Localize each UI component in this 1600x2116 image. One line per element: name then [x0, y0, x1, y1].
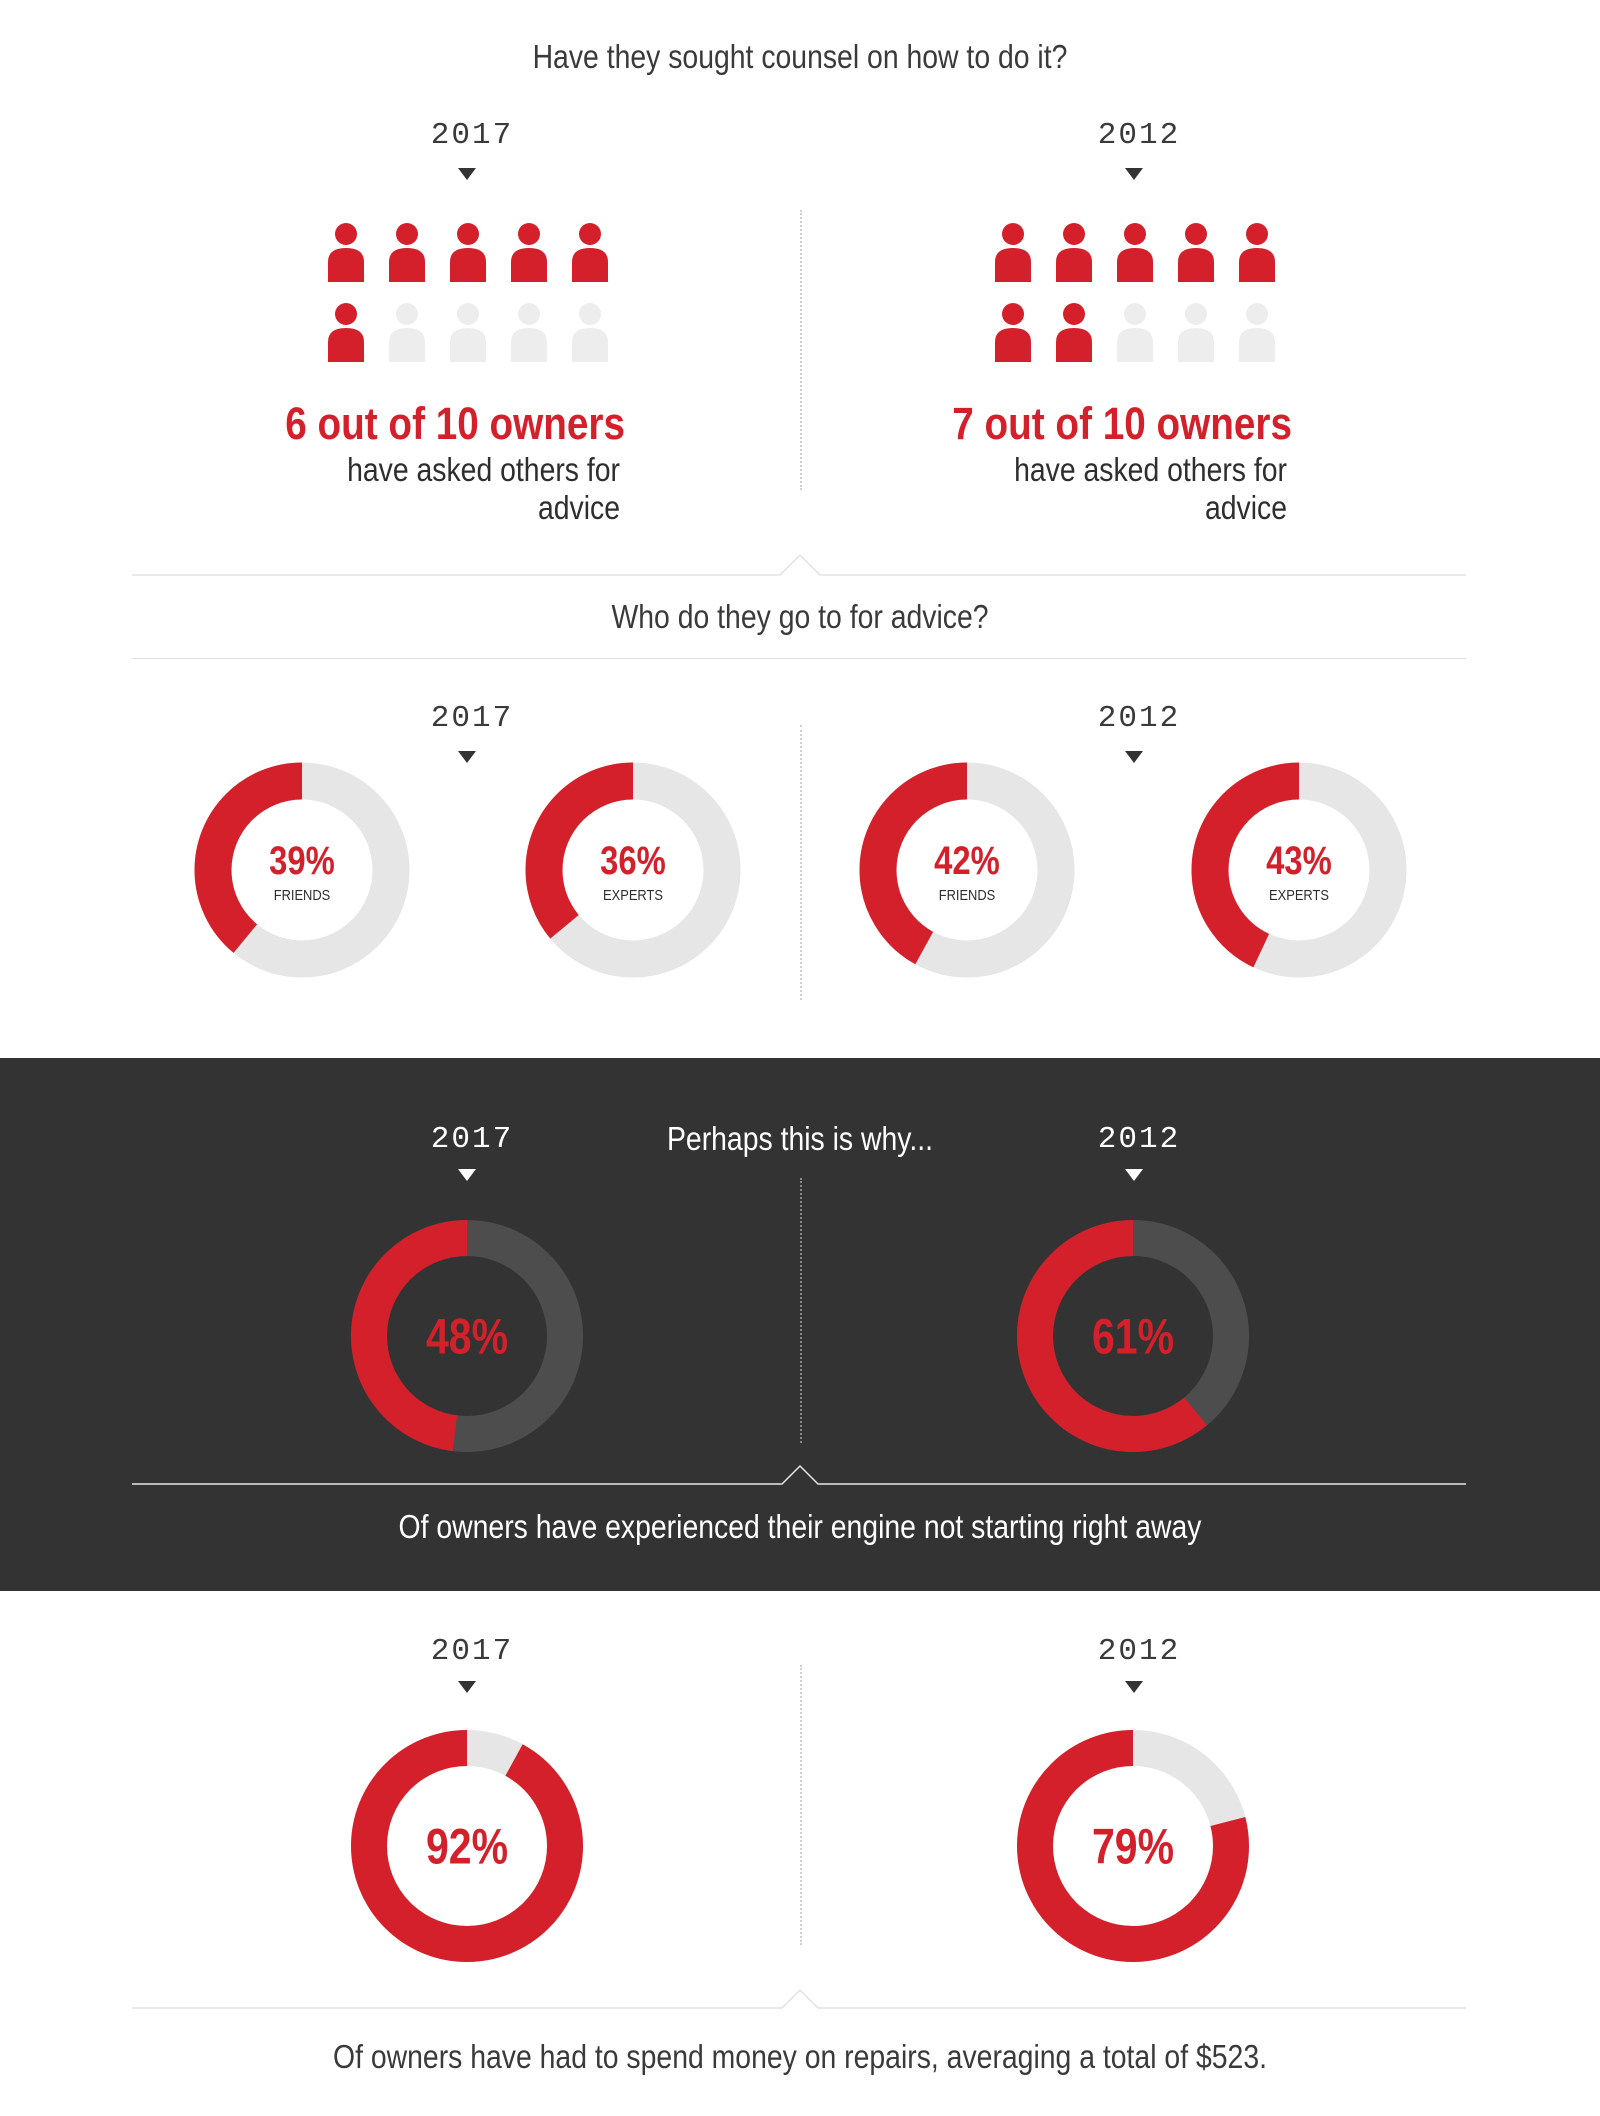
person-icon — [995, 223, 1031, 282]
person-icon — [1178, 303, 1214, 362]
person-icon-grid-2017 — [328, 223, 608, 362]
stat-description-2017: have asked others for advice — [347, 451, 620, 526]
donut-engine-2012: 61% — [1017, 1220, 1249, 1452]
person-icon-grid-2012 — [995, 223, 1275, 362]
donut-value-arc — [859, 762, 1075, 978]
donut-category-label: FRIENDS — [274, 886, 331, 903]
counsel-question: Have they sought counsel on how to do it… — [532, 38, 1068, 75]
person-icon — [328, 223, 364, 282]
person-icon — [572, 303, 608, 362]
donut-value-arc — [1017, 1220, 1249, 1452]
pointer-triangle — [1125, 168, 1143, 180]
person-icon — [572, 223, 608, 282]
donut-value-label: 42% — [934, 838, 1000, 883]
pointer-triangle — [458, 1681, 476, 1693]
stat-headline-2012: 7 out of 10 owners — [952, 398, 1292, 449]
year-label-2017: 2017 — [430, 1634, 514, 1669]
person-icon — [1056, 223, 1092, 282]
person-icon — [450, 223, 486, 282]
person-icon — [1056, 303, 1092, 362]
donut-repairs-2017: 92% — [351, 1730, 583, 1962]
person-icon — [1239, 223, 1275, 282]
donut-value-arc — [1017, 1730, 1249, 1962]
donut-value-label: 36% — [600, 838, 666, 883]
year-label-2012: 2012 — [1097, 1122, 1181, 1157]
year-label-2012: 2012 — [1097, 118, 1181, 153]
donut-experts-2017: 36% EXPERTS — [525, 762, 741, 978]
year-label-2017: 2017 — [430, 118, 514, 153]
column-divider — [800, 725, 802, 1000]
donut-value-arc — [351, 1220, 583, 1452]
year-label-2012: 2012 — [1097, 1634, 1181, 1669]
year-label-2012: 2012 — [1097, 701, 1181, 736]
donut-category-label: EXPERTS — [603, 886, 663, 903]
stat-headline-2017: 6 out of 10 owners — [285, 398, 625, 449]
donut-value-arc — [525, 762, 741, 978]
person-icon — [995, 303, 1031, 362]
person-icon — [511, 303, 547, 362]
person-icon — [1178, 223, 1214, 282]
column-divider — [800, 1178, 802, 1443]
stat-description-2012: have asked others for advice — [1014, 451, 1287, 526]
person-icon — [389, 303, 425, 362]
donut-category-label: FRIENDS — [939, 886, 996, 903]
pointer-triangle — [458, 168, 476, 180]
pointer-triangle — [1125, 1169, 1143, 1181]
advice-question: Who do they go to for advice? — [611, 598, 989, 635]
donut-repairs-2012: 79% — [1017, 1730, 1249, 1962]
donut-category-label: EXPERTS — [1269, 886, 1329, 903]
person-icon — [328, 303, 364, 362]
person-icon — [1117, 223, 1153, 282]
donut-value-label: 39% — [269, 838, 335, 883]
person-icon — [389, 223, 425, 282]
pointer-triangle — [1125, 751, 1143, 763]
person-icon — [450, 303, 486, 362]
engine-caption: Of owners have experienced their engine … — [398, 1508, 1202, 1545]
donut-value-arc — [1191, 762, 1407, 978]
section-divider-caret — [132, 553, 1466, 576]
pointer-triangle — [458, 751, 476, 763]
person-icon — [1117, 303, 1153, 362]
donut-value-arc — [351, 1730, 583, 1962]
pointer-triangle — [458, 1169, 476, 1181]
donut-value-label: 92% — [426, 1819, 508, 1875]
donut-value-label: 43% — [1266, 838, 1332, 883]
year-label-2017: 2017 — [430, 701, 514, 736]
column-divider — [800, 1665, 802, 1945]
donut-friends-2017: 39% FRIENDS — [194, 762, 410, 978]
donut-experts-2012: 43% EXPERTS — [1191, 762, 1407, 978]
donut-value-label: 61% — [1092, 1309, 1174, 1365]
donut-engine-2017: 48% — [351, 1220, 583, 1452]
donut-value-label: 79% — [1092, 1819, 1174, 1875]
pointer-triangle — [1125, 1681, 1143, 1693]
donut-value-arc — [194, 762, 410, 978]
person-icon — [511, 223, 547, 282]
section-divider-caret — [132, 1464, 1466, 1485]
person-icon — [1239, 303, 1275, 362]
donut-friends-2012: 42% FRIENDS — [859, 762, 1075, 978]
engine-heading: Perhaps this is why... — [666, 1120, 934, 1157]
repairs-caption: Of owners have had to spend money on rep… — [333, 2038, 1267, 2075]
section-divider — [132, 658, 1466, 659]
donut-value-label: 48% — [426, 1309, 508, 1365]
column-divider — [800, 210, 802, 490]
section-divider-caret — [132, 1988, 1466, 2009]
year-label-2017: 2017 — [430, 1122, 514, 1157]
